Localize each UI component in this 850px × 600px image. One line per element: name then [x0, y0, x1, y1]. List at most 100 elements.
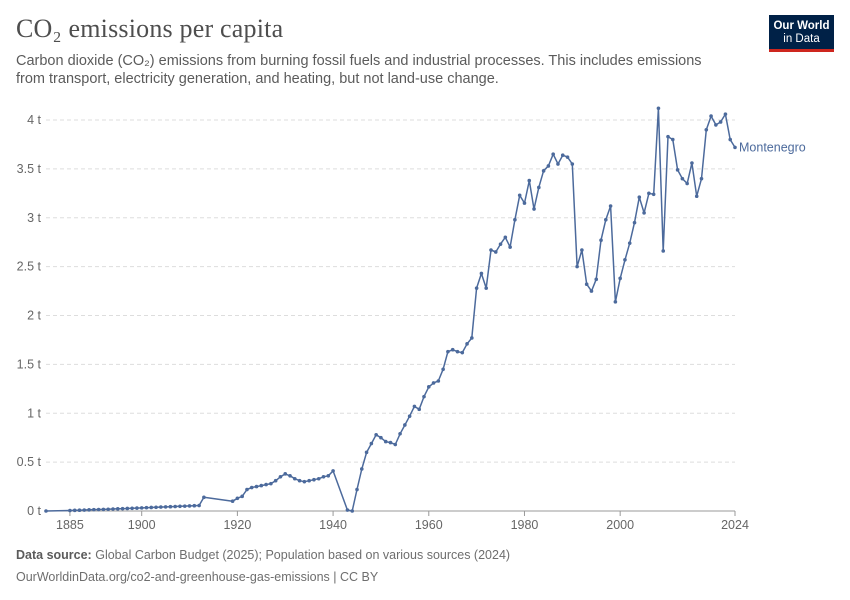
data-point[interactable] — [718, 120, 723, 124]
data-point[interactable] — [580, 248, 584, 252]
data-point[interactable] — [513, 217, 517, 222]
data-point[interactable] — [159, 505, 163, 509]
data-point[interactable] — [182, 504, 187, 508]
data-point[interactable] — [613, 300, 618, 304]
data-point[interactable] — [699, 176, 704, 181]
data-point[interactable] — [470, 336, 474, 340]
data-point[interactable] — [87, 508, 91, 512]
data-point[interactable] — [436, 379, 441, 383]
data-point[interactable] — [130, 506, 134, 511]
data-point[interactable] — [450, 347, 455, 352]
data-point[interactable] — [604, 217, 608, 222]
data-point[interactable] — [379, 435, 383, 440]
data-point[interactable] — [584, 282, 589, 287]
data-point[interactable] — [106, 507, 111, 512]
data-point[interactable] — [359, 467, 364, 471]
data-point[interactable] — [254, 484, 259, 489]
data-point[interactable] — [283, 472, 288, 476]
data-point[interactable] — [202, 495, 206, 500]
data-point[interactable] — [115, 507, 120, 511]
data-point[interactable] — [666, 134, 670, 139]
data-point[interactable] — [407, 414, 412, 418]
data-point[interactable] — [235, 496, 240, 501]
data-point[interactable] — [331, 469, 335, 473]
data-point[interactable] — [302, 479, 307, 484]
data-point[interactable] — [656, 106, 661, 111]
data-point[interactable] — [92, 507, 96, 512]
data-point[interactable] — [293, 476, 297, 481]
data-point[interactable] — [517, 193, 522, 198]
data-point[interactable] — [192, 503, 197, 508]
data-point[interactable] — [493, 250, 498, 254]
data-point[interactable] — [72, 508, 77, 513]
data-point[interactable] — [398, 431, 402, 436]
data-point[interactable] — [694, 194, 699, 199]
data-point[interactable] — [498, 242, 503, 246]
data-point[interactable] — [307, 478, 311, 483]
data-point[interactable] — [489, 248, 493, 252]
data-point[interactable] — [125, 506, 130, 511]
data-point[interactable] — [422, 394, 426, 399]
data-point[interactable] — [68, 508, 72, 513]
data-point[interactable] — [704, 127, 709, 132]
data-point[interactable] — [264, 482, 268, 487]
data-point[interactable] — [412, 404, 417, 409]
data-point[interactable] — [82, 508, 87, 512]
data-point[interactable] — [556, 162, 560, 166]
data-point[interactable] — [575, 264, 579, 269]
data-point[interactable] — [632, 220, 637, 225]
data-point[interactable] — [503, 235, 508, 240]
data-point[interactable] — [651, 192, 656, 197]
data-point[interactable] — [259, 483, 264, 488]
data-point[interactable] — [685, 181, 689, 186]
data-point[interactable] — [537, 185, 541, 190]
data-point[interactable] — [560, 153, 565, 157]
series-label[interactable]: Montenegro — [739, 140, 806, 154]
data-point[interactable] — [680, 176, 685, 181]
data-point[interactable] — [709, 114, 713, 118]
data-point[interactable] — [551, 152, 555, 157]
data-point[interactable] — [508, 245, 512, 249]
data-point[interactable] — [316, 476, 321, 481]
data-point[interactable] — [594, 277, 599, 282]
data-point[interactable] — [527, 178, 532, 183]
data-point[interactable] — [111, 507, 115, 511]
data-point[interactable] — [240, 494, 244, 499]
data-point[interactable] — [690, 161, 694, 165]
data-point[interactable] — [355, 487, 359, 492]
data-point[interactable] — [144, 505, 149, 510]
data-point[interactable] — [321, 474, 326, 479]
data-point[interactable] — [541, 169, 546, 173]
data-point[interactable] — [589, 289, 594, 293]
data-point[interactable] — [288, 474, 292, 478]
data-point[interactable] — [364, 450, 369, 455]
data-point[interactable] — [723, 112, 728, 116]
data-point[interactable] — [627, 241, 632, 245]
data-point[interactable] — [670, 137, 675, 142]
data-point[interactable] — [546, 164, 551, 168]
data-point[interactable] — [44, 509, 48, 513]
data-point[interactable] — [388, 440, 393, 445]
data-point[interactable] — [96, 507, 101, 512]
data-point[interactable] — [326, 474, 331, 478]
data-point[interactable] — [675, 168, 680, 172]
data-point[interactable] — [455, 349, 460, 354]
data-point[interactable] — [714, 123, 718, 127]
data-point[interactable] — [484, 286, 488, 290]
source-url[interactable]: OurWorldinData.org/co2-and-greenhouse-ga… — [16, 570, 379, 584]
data-point[interactable] — [249, 485, 254, 490]
data-point[interactable] — [187, 504, 192, 508]
data-point[interactable] — [374, 432, 378, 437]
data-point[interactable] — [139, 506, 144, 510]
data-point[interactable] — [77, 508, 82, 513]
data-point[interactable] — [345, 508, 350, 512]
data-point[interactable] — [431, 381, 436, 385]
data-point[interactable] — [441, 367, 445, 372]
data-point[interactable] — [383, 439, 388, 444]
data-point[interactable] — [245, 487, 249, 492]
data-point[interactable] — [479, 271, 484, 276]
data-point[interactable] — [642, 211, 646, 215]
data-point[interactable] — [273, 478, 278, 483]
data-point[interactable] — [393, 442, 398, 447]
data-point[interactable] — [618, 276, 622, 281]
